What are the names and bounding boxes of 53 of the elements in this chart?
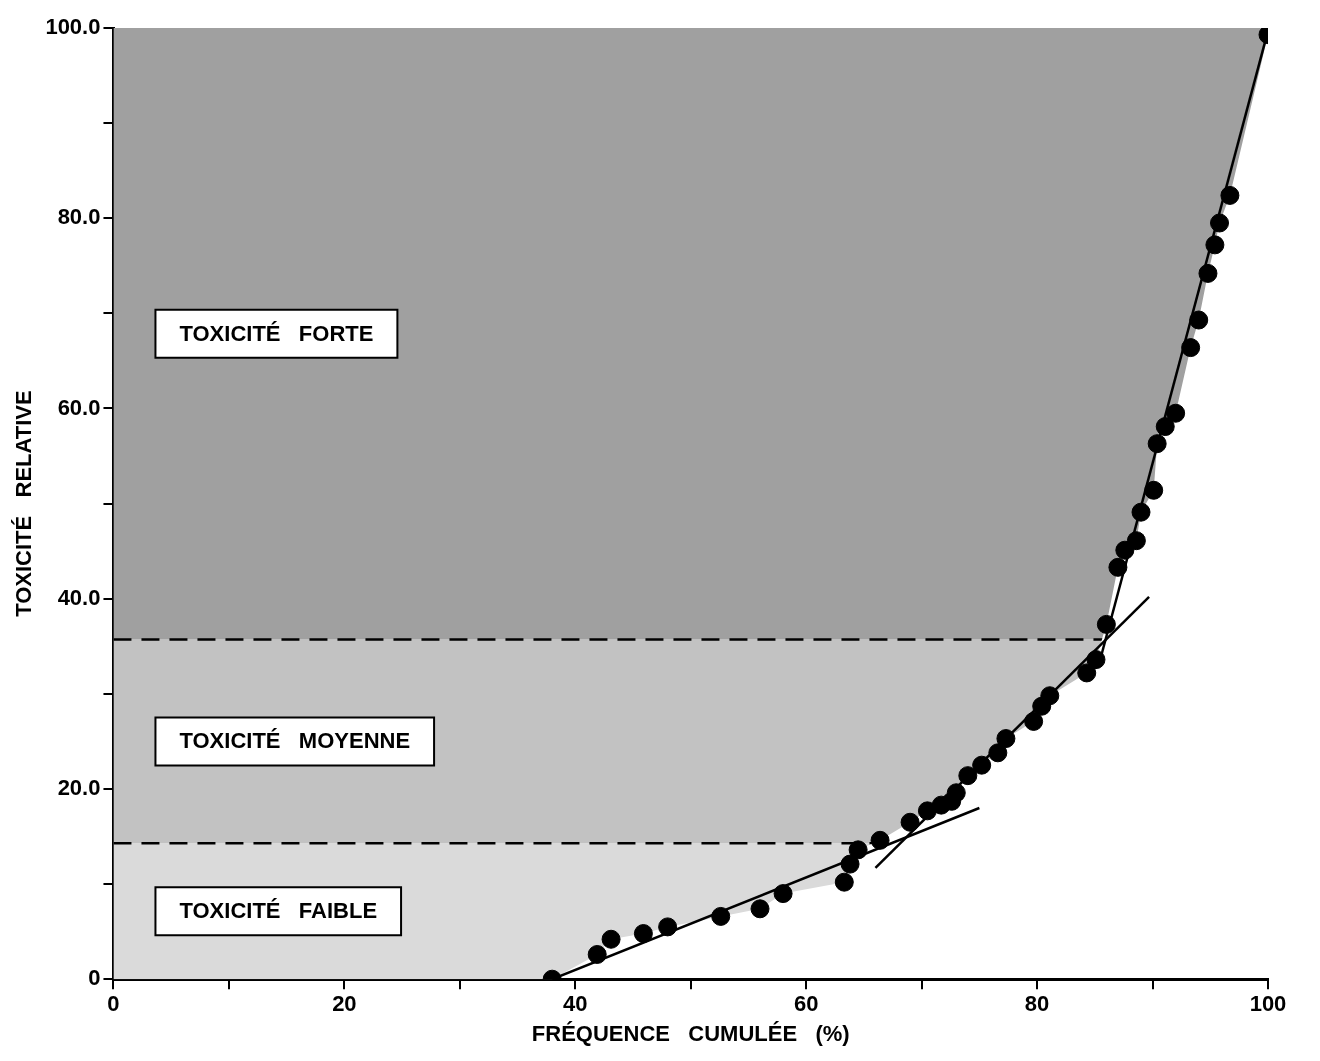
y-tick-label: 80.0 bbox=[57, 204, 101, 230]
y-axis-title: TOXICITÉ RELATIVE bbox=[11, 390, 37, 617]
point bbox=[848, 840, 868, 860]
x-tick-label: 100 bbox=[1249, 991, 1287, 1017]
y-tick-label: 60.0 bbox=[57, 394, 101, 420]
point bbox=[1155, 417, 1175, 437]
point bbox=[1210, 213, 1230, 233]
point bbox=[1189, 310, 1209, 330]
point bbox=[1205, 235, 1225, 255]
point bbox=[1131, 502, 1151, 522]
point bbox=[946, 783, 966, 803]
x-tick-label: 60 bbox=[793, 991, 819, 1017]
point bbox=[1166, 403, 1186, 423]
point bbox=[1126, 531, 1146, 551]
point bbox=[1024, 711, 1044, 731]
point bbox=[1077, 663, 1097, 683]
point bbox=[972, 755, 992, 775]
x-tick-label: 0 bbox=[107, 991, 120, 1017]
point bbox=[711, 906, 731, 926]
band-label: TOXICITÉ MOYENNE bbox=[179, 728, 411, 754]
point bbox=[658, 917, 678, 937]
band-label: TOXICITÉ FAIBLE bbox=[179, 898, 378, 924]
point bbox=[601, 929, 621, 949]
point bbox=[988, 743, 1008, 763]
point bbox=[1086, 650, 1106, 670]
point bbox=[633, 924, 653, 944]
point bbox=[900, 812, 920, 832]
point bbox=[587, 944, 607, 964]
point bbox=[834, 872, 854, 892]
point bbox=[1040, 686, 1060, 706]
y-tick-label: 100.0 bbox=[45, 14, 101, 40]
x-tick-label: 80 bbox=[1024, 991, 1050, 1017]
point bbox=[1198, 263, 1218, 283]
point bbox=[1181, 338, 1201, 358]
point bbox=[870, 830, 890, 850]
point bbox=[1096, 614, 1116, 634]
x-tick-label: 40 bbox=[563, 991, 588, 1017]
point bbox=[750, 899, 770, 919]
point bbox=[958, 766, 978, 786]
point bbox=[1144, 480, 1164, 500]
point bbox=[996, 729, 1016, 749]
point bbox=[773, 884, 793, 904]
x-axis-title: FRÉQUENCE CUMULÉE (%) bbox=[531, 1020, 850, 1046]
point bbox=[917, 801, 937, 821]
y-tick-label: 40.0 bbox=[57, 584, 101, 610]
point bbox=[1220, 185, 1240, 205]
y-tick-label: 20.0 bbox=[57, 775, 101, 801]
point bbox=[840, 854, 860, 874]
point bbox=[1108, 557, 1128, 577]
x-tick-label: 20 bbox=[332, 991, 357, 1017]
y-tick-label: 0 bbox=[88, 965, 101, 991]
band-label: TOXICITÉ FORTE bbox=[179, 320, 374, 346]
point bbox=[1147, 434, 1167, 454]
